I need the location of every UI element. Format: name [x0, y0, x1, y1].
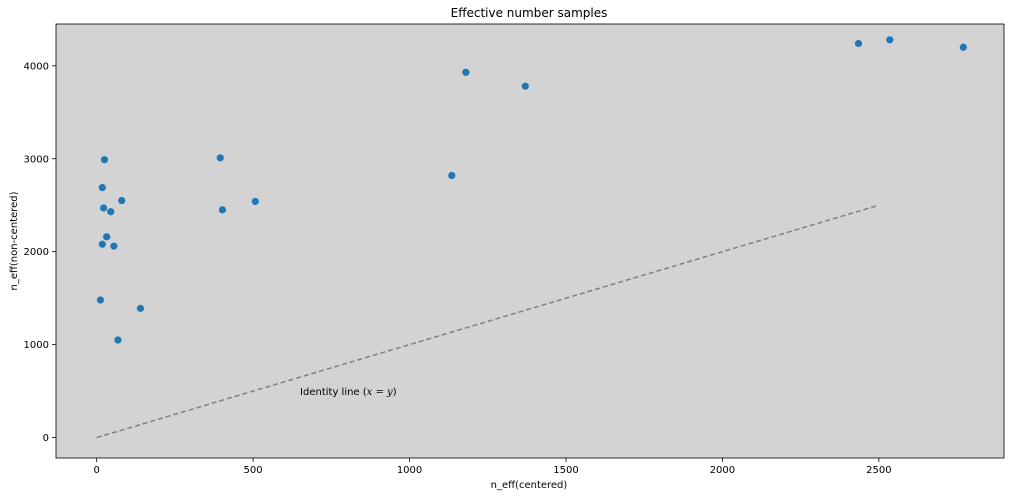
- y-tick-label: 4000: [24, 61, 49, 72]
- data-point: [110, 242, 118, 250]
- data-point: [114, 336, 122, 344]
- y-axis-label: n_eff(non-centered): [9, 191, 20, 290]
- x-tick-label: 2000: [710, 465, 735, 476]
- data-point: [136, 304, 145, 312]
- x-tick-label: 0: [93, 465, 99, 476]
- data-point: [216, 154, 224, 162]
- y-tick-label: 1000: [24, 340, 49, 351]
- y-tick-label: 0: [43, 433, 49, 444]
- data-point: [886, 36, 894, 44]
- data-point: [103, 233, 111, 241]
- data-point: [107, 208, 115, 216]
- x-tick-label: 2500: [866, 465, 891, 476]
- data-point: [100, 156, 109, 164]
- x-tick-label: 1500: [553, 465, 578, 476]
- data-point: [99, 204, 108, 212]
- data-point: [98, 183, 106, 192]
- x-axis: 0 500 1000 1500 2000 2500: [93, 458, 892, 476]
- data-point: [96, 296, 105, 304]
- x-tick-label: 500: [244, 465, 263, 476]
- y-tick-label: 3000: [24, 154, 49, 165]
- x-axis-label: n_eff(centered): [491, 480, 568, 491]
- identity-line-annotation: Identity line (x = y): [300, 387, 397, 398]
- data-point: [448, 171, 456, 180]
- chart-title: Effective number samples: [451, 6, 608, 20]
- data-point: [98, 240, 106, 248]
- data-point: [251, 197, 259, 206]
- data-point: [462, 68, 470, 76]
- data-point: [854, 39, 863, 48]
- data-point: [959, 43, 967, 51]
- data-point: [521, 82, 529, 90]
- data-point: [118, 196, 126, 205]
- x-tick-label: 1000: [397, 465, 422, 476]
- y-tick-label: 2000: [24, 247, 49, 258]
- y-axis: 0 1000 2000 3000 4000: [24, 61, 56, 444]
- plot-area: [55, 23, 1005, 459]
- data-point: [218, 206, 227, 214]
- plot-content: Identity line (x = y): [96, 36, 967, 439]
